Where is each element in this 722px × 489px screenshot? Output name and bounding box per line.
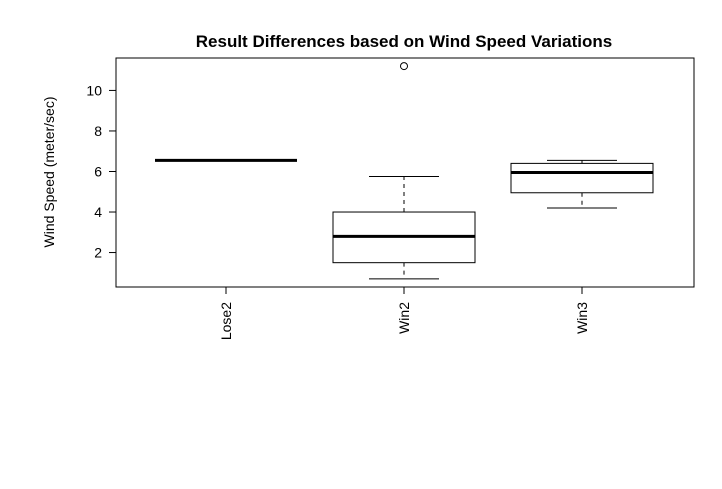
- y-tick-label: 6: [94, 163, 102, 179]
- x-tick-label: Win3: [574, 302, 590, 334]
- y-axis-label: Wind Speed (meter/sec): [41, 97, 57, 248]
- y-tick-label: 10: [86, 82, 102, 98]
- y-tick-label: 4: [94, 204, 102, 220]
- y-axis: 2 4 6 8 10: [86, 82, 117, 261]
- box-win3: [510, 159, 654, 209]
- x-tick-label: Win2: [396, 302, 412, 334]
- chart-title: Result Differences based on Wind Speed V…: [196, 32, 612, 51]
- boxes: [155, 62, 654, 280]
- x-tick-label: Lose2: [218, 302, 234, 340]
- y-tick-label: 2: [94, 245, 102, 261]
- outlier-point: [400, 62, 408, 71]
- box-win2: [332, 62, 476, 280]
- x-axis: Lose2 Win2 Win3: [218, 286, 590, 340]
- box-iqr: [510, 162, 654, 194]
- y-tick-label: 8: [94, 123, 102, 139]
